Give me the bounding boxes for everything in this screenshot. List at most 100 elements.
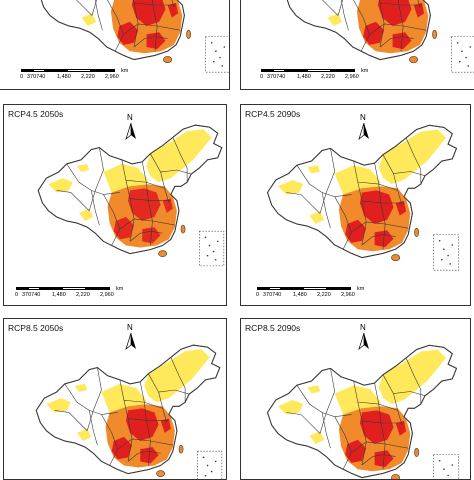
island-dot (465, 57, 467, 59)
map-panel-6: RCP8.5 2090s N (240, 318, 471, 480)
scale-bar-segment (67, 69, 91, 72)
island-dot (441, 259, 443, 261)
scale-bar-label: 2,220 (81, 74, 95, 80)
north-arrow-label: N (360, 113, 366, 122)
panel-title: RCP4.5 2050s (8, 109, 63, 119)
scale-bar-segment (21, 69, 33, 72)
china-outline-group (36, 345, 220, 477)
scale-bar-label: 2,220 (317, 292, 331, 298)
china-map (241, 319, 471, 480)
island-dot (467, 65, 469, 67)
island-dot (439, 460, 441, 462)
island-dot (452, 244, 454, 246)
island-dot (205, 237, 207, 239)
south-china-sea-inset (433, 455, 458, 480)
scale-bar-label: 1,480 (297, 74, 311, 80)
island-dot (470, 46, 472, 48)
map-panel-5: RCP8.5 2050s N (3, 318, 227, 480)
island-dot (457, 42, 459, 44)
south-china-sea-inset (197, 451, 221, 480)
island (391, 254, 399, 260)
island-dot (211, 471, 213, 473)
scale-bar-label: 370740 (263, 292, 281, 298)
china-outline-group (268, 125, 457, 260)
island-dot (217, 241, 219, 243)
china-map (4, 105, 227, 306)
china-outline-group (268, 345, 457, 480)
scale-bar-segment (303, 287, 327, 290)
island (433, 30, 437, 38)
scale-bar-segment (269, 287, 281, 290)
scale-bar-graphic (21, 69, 115, 72)
scale-bar-segment (261, 69, 273, 72)
scale-bar-segment (91, 69, 115, 72)
north-arrow-label: N (360, 323, 366, 332)
south-china-sea-inset (433, 235, 458, 271)
island (415, 448, 419, 456)
north-arrow: N (357, 113, 371, 141)
island-dot (439, 240, 441, 242)
island-dot (443, 248, 445, 250)
panel-title: RCP8.5 2050s (8, 323, 63, 333)
north-arrow: N (357, 323, 371, 351)
north-arrow-icon (124, 123, 138, 141)
scale-bar-segment (86, 287, 110, 290)
scale-bar-label: 1,480 (293, 292, 307, 298)
china-map (241, 105, 471, 306)
scale-bar-segment (45, 69, 67, 72)
scale-bar-label: 370740 (267, 74, 285, 80)
island (187, 30, 191, 38)
island-dot (207, 255, 209, 257)
island-dot (459, 61, 461, 63)
island-dot (207, 465, 209, 467)
panel-title: RCP4.5 2090s (245, 109, 300, 119)
island-dot (213, 251, 215, 253)
scale-bar-label: 2,960 (105, 74, 119, 80)
island-dot (221, 65, 223, 67)
scale-bar-unit: km (357, 286, 364, 292)
north-arrow-icon (124, 333, 138, 351)
china-outline-group (286, 0, 474, 63)
scale-bar-label: 370740 (27, 74, 45, 80)
south-china-sea-inset (199, 231, 223, 266)
scale-bar-unit: km (116, 286, 123, 292)
island-dot (449, 263, 451, 265)
scale-bar-label: 1,480 (52, 292, 66, 298)
scale-bar-segment (33, 69, 45, 72)
island (409, 56, 417, 62)
scale-bar-segment (307, 69, 331, 72)
island-dot (224, 46, 226, 48)
north-arrow-icon (357, 333, 371, 351)
scale-bar-unit: km (361, 68, 368, 74)
scale-bar-segment (281, 287, 303, 290)
scale-bar-label: 2,960 (100, 292, 114, 298)
scale-bar-segment (257, 287, 269, 290)
scale-bar-label: 0 (256, 292, 259, 298)
scale-bar-segment (16, 287, 28, 290)
scale-bar-segment (273, 69, 285, 72)
south-china-sea-inset (205, 37, 230, 73)
island (179, 445, 183, 453)
south-china-sea-inset (451, 37, 474, 73)
island (159, 251, 167, 257)
scale-bar-label: 2,220 (76, 292, 90, 298)
island-dot (447, 255, 449, 257)
island-dot (461, 50, 463, 52)
north-arrow-icon (357, 123, 371, 141)
scale-bar-label: 2,220 (321, 74, 335, 80)
scale-bar-label: 1,480 (57, 74, 71, 80)
island-dot (203, 457, 205, 459)
island (391, 474, 399, 480)
scale-bar-label: 0 (260, 74, 263, 80)
scale-bar-segment (40, 287, 62, 290)
scale-bar-label: 2,960 (341, 292, 355, 298)
island-dot (215, 259, 217, 261)
scale-bar-graphic (16, 287, 110, 290)
